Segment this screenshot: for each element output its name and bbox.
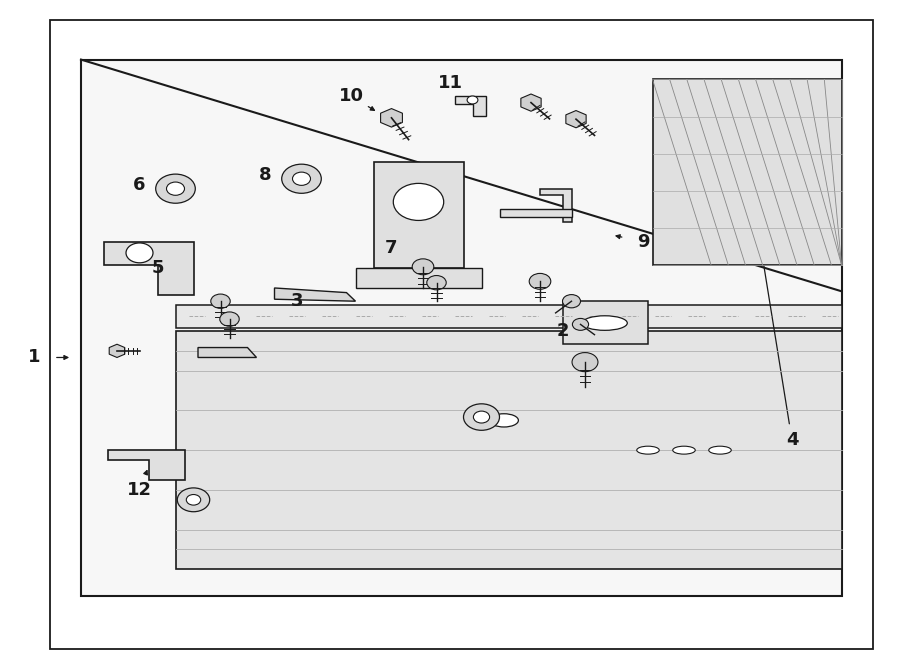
Circle shape xyxy=(427,275,446,290)
Circle shape xyxy=(412,259,434,275)
Polygon shape xyxy=(566,111,586,128)
Circle shape xyxy=(282,164,321,193)
Ellipse shape xyxy=(490,414,518,427)
Polygon shape xyxy=(521,94,541,111)
Text: 9: 9 xyxy=(637,232,650,251)
Circle shape xyxy=(177,488,210,512)
Text: 11: 11 xyxy=(437,73,463,92)
Text: 1: 1 xyxy=(28,348,40,367)
Ellipse shape xyxy=(582,316,627,330)
Polygon shape xyxy=(356,268,482,288)
Circle shape xyxy=(529,273,551,289)
Circle shape xyxy=(220,312,239,326)
Text: 10: 10 xyxy=(338,87,364,105)
Polygon shape xyxy=(198,348,256,357)
Text: 2: 2 xyxy=(556,322,569,340)
Polygon shape xyxy=(500,209,572,217)
Polygon shape xyxy=(540,189,572,222)
Circle shape xyxy=(562,295,580,308)
Circle shape xyxy=(464,404,500,430)
Polygon shape xyxy=(562,301,648,344)
Polygon shape xyxy=(652,79,842,265)
Ellipse shape xyxy=(637,446,659,454)
Circle shape xyxy=(186,495,201,505)
Text: 8: 8 xyxy=(259,166,272,185)
Text: 3: 3 xyxy=(291,292,303,310)
Circle shape xyxy=(572,353,598,371)
Polygon shape xyxy=(104,242,194,295)
Polygon shape xyxy=(176,331,842,569)
Circle shape xyxy=(156,174,195,203)
Polygon shape xyxy=(454,96,486,116)
Circle shape xyxy=(126,243,153,263)
Polygon shape xyxy=(274,288,356,301)
Text: 4: 4 xyxy=(786,431,798,449)
Circle shape xyxy=(166,182,184,195)
Circle shape xyxy=(473,411,490,423)
Ellipse shape xyxy=(709,446,731,454)
Text: 6: 6 xyxy=(133,176,146,195)
Ellipse shape xyxy=(673,446,695,454)
Polygon shape xyxy=(108,450,184,480)
Text: 12: 12 xyxy=(127,481,152,499)
Polygon shape xyxy=(381,109,402,127)
Circle shape xyxy=(211,294,230,308)
Polygon shape xyxy=(109,344,125,357)
Circle shape xyxy=(467,96,478,104)
Text: 7: 7 xyxy=(385,239,398,258)
Circle shape xyxy=(292,172,310,185)
Text: 5: 5 xyxy=(151,259,164,277)
Polygon shape xyxy=(374,162,464,268)
Circle shape xyxy=(393,183,444,220)
Polygon shape xyxy=(176,305,842,328)
Circle shape xyxy=(572,318,589,330)
Polygon shape xyxy=(81,60,842,596)
